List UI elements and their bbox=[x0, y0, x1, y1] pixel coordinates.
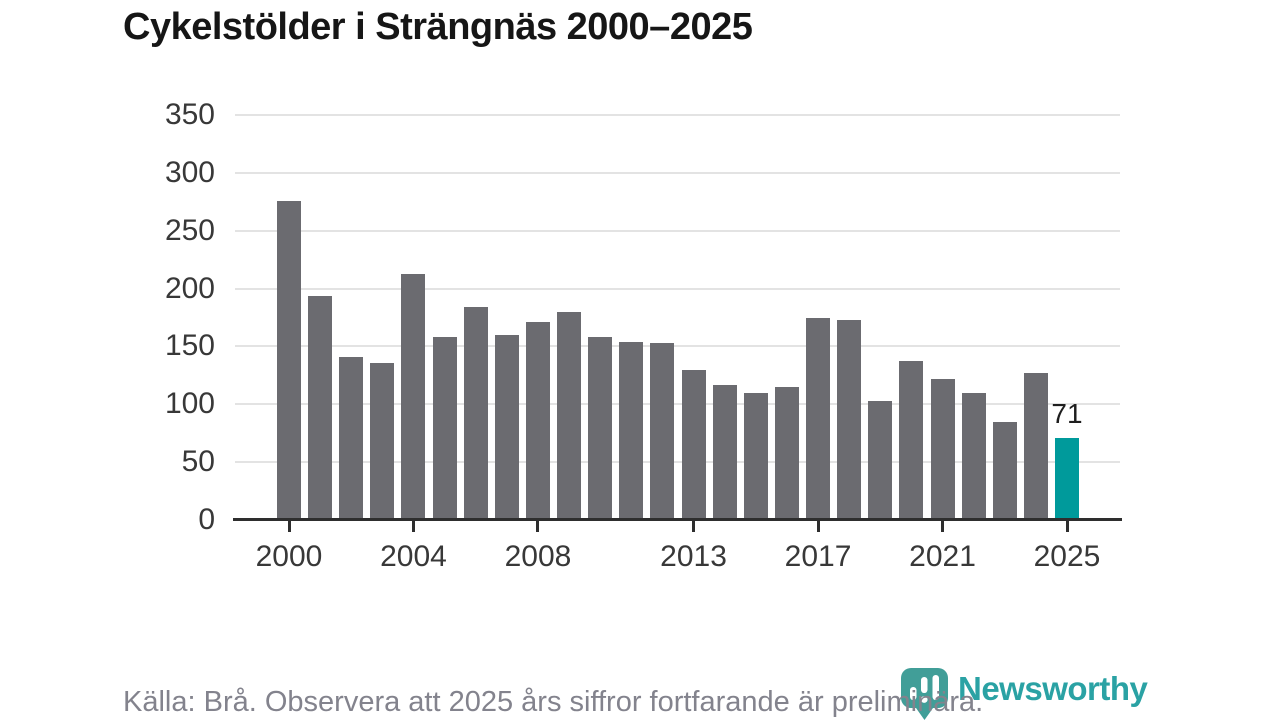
bar-2010 bbox=[588, 337, 613, 520]
x-tick-label-2025: 2025 bbox=[1033, 540, 1101, 573]
bar-2018 bbox=[837, 319, 862, 520]
x-tick-2008 bbox=[536, 521, 540, 532]
x-tick-label-2017: 2017 bbox=[784, 540, 852, 573]
gridline-300 bbox=[235, 171, 1120, 174]
x-tick-label-2013: 2013 bbox=[660, 540, 727, 573]
x-tick-2004 bbox=[411, 521, 415, 532]
bar-2014 bbox=[712, 384, 737, 520]
y-tick-label-350: 350 bbox=[164, 98, 215, 131]
x-tick-label-2021: 2021 bbox=[909, 540, 976, 573]
highlight-value-label: 71 bbox=[1051, 397, 1083, 429]
bar-2024 bbox=[1023, 373, 1048, 520]
source-note: Källa: Brå. Observera att 2025 års siffr… bbox=[123, 686, 984, 718]
x-tick-label-2004: 2004 bbox=[380, 540, 447, 573]
gridline-150 bbox=[235, 345, 1120, 348]
bar-2009 bbox=[557, 311, 582, 520]
gridline-250 bbox=[235, 229, 1120, 232]
gridline-350 bbox=[235, 114, 1120, 116]
bar-2023 bbox=[992, 421, 1017, 520]
bar-2017 bbox=[806, 317, 831, 520]
bar-2021 bbox=[930, 378, 955, 520]
bar-2025 bbox=[1055, 437, 1079, 520]
x-tick-2021 bbox=[941, 521, 945, 532]
y-tick-label-150: 150 bbox=[164, 329, 215, 363]
x-axis-line bbox=[233, 518, 1122, 521]
x-tick-label-2000: 2000 bbox=[255, 540, 323, 573]
bar-2004 bbox=[401, 273, 426, 520]
bar-2012 bbox=[650, 342, 675, 520]
bar-2016 bbox=[774, 386, 799, 520]
y-tick-label-100: 100 bbox=[164, 387, 215, 421]
y-tick-label-0: 0 bbox=[198, 503, 215, 536]
gridline-50 bbox=[235, 461, 1120, 464]
y-tick-label-200: 200 bbox=[164, 271, 215, 305]
y-tick-label-250: 250 bbox=[164, 213, 215, 247]
bar-2020 bbox=[899, 361, 924, 520]
x-tick-2013 bbox=[692, 521, 696, 532]
bar-2002 bbox=[339, 356, 364, 520]
bar-2005 bbox=[432, 337, 457, 520]
x-tick-2025 bbox=[1065, 521, 1069, 532]
bar-2022 bbox=[961, 392, 986, 520]
newsworthy-logo: Newsworthy bbox=[901, 668, 1148, 720]
y-tick-label-300: 300 bbox=[164, 155, 215, 189]
bar-2006 bbox=[463, 307, 488, 520]
plot-area: 71 bbox=[235, 114, 1120, 520]
bar-2008 bbox=[525, 322, 550, 520]
bar-2001 bbox=[308, 295, 333, 520]
chart-title: Cykelstölder i Strängnäs 2000–2025 bbox=[123, 6, 753, 48]
x-tick-2000 bbox=[287, 521, 291, 532]
gridline-200 bbox=[235, 287, 1120, 290]
bar-2013 bbox=[681, 369, 706, 520]
bar-2019 bbox=[868, 400, 893, 520]
newsworthy-logo-icon bbox=[901, 668, 948, 720]
x-tick-2017 bbox=[816, 521, 820, 532]
newsworthy-logo-text: Newsworthy bbox=[958, 670, 1148, 707]
gridline-100 bbox=[235, 403, 1120, 406]
x-tick-label-2008: 2008 bbox=[504, 540, 572, 573]
bar-2000 bbox=[277, 200, 301, 520]
bar-2003 bbox=[370, 362, 395, 520]
bar-2015 bbox=[743, 392, 768, 520]
bar-2011 bbox=[619, 341, 644, 520]
bar-2007 bbox=[494, 334, 519, 520]
y-tick-label-50: 50 bbox=[181, 445, 215, 479]
